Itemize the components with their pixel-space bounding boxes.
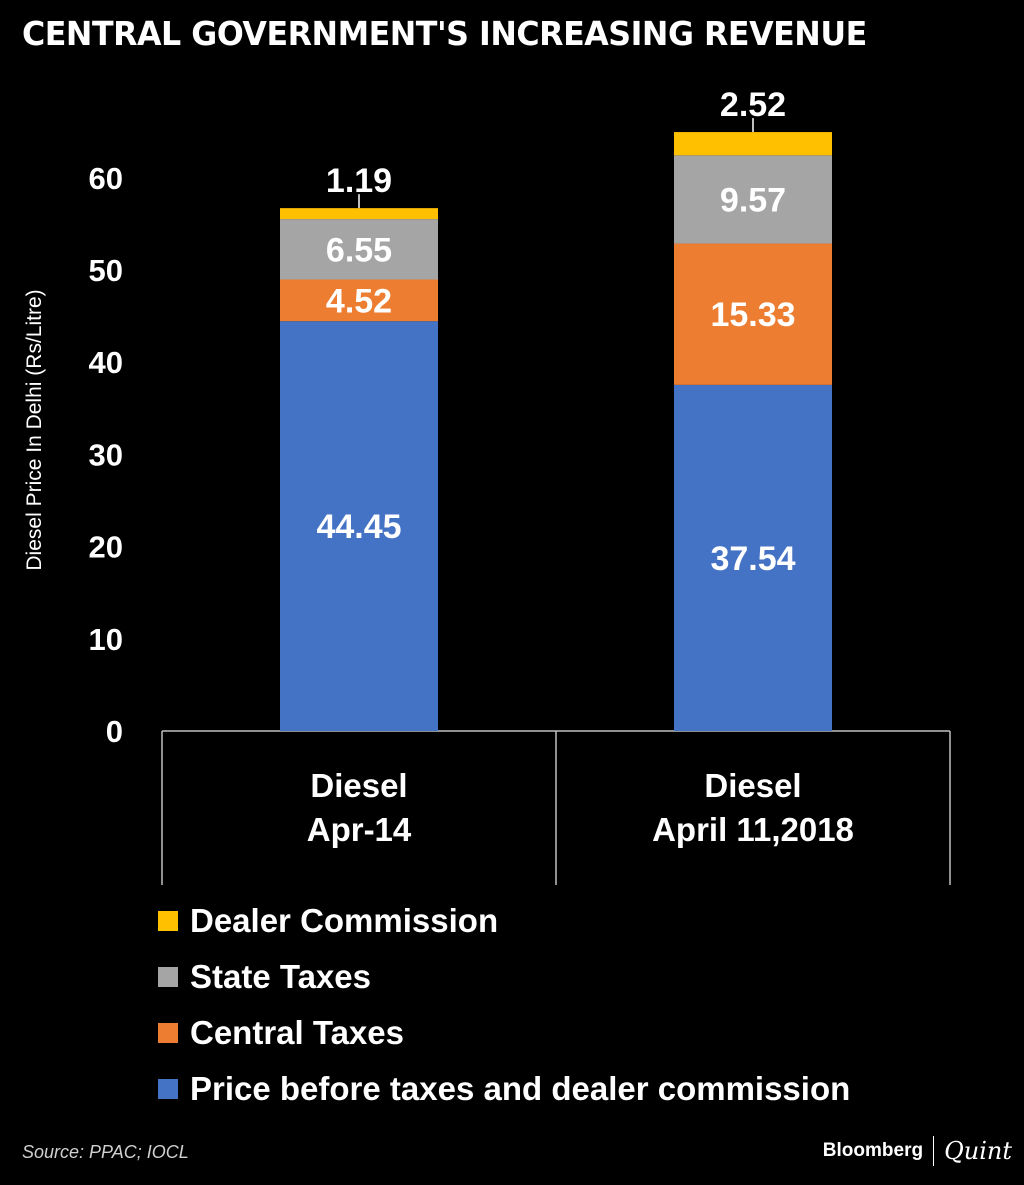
- y-tick-label: 50: [89, 253, 123, 288]
- y-tick-label: 40: [89, 345, 123, 380]
- source-note: Source: PPAC; IOCL: [22, 1142, 189, 1162]
- bar-segment: [674, 384, 832, 731]
- chart-title: CENTRAL GOVERNMENT'S INCREASING REVENUE: [22, 14, 867, 53]
- bar-segment: [280, 208, 438, 220]
- data-label: 6.55: [326, 231, 392, 269]
- legend-label: Price before taxes and dealer commission: [190, 1070, 851, 1107]
- bar-segment: [674, 132, 832, 156]
- brand-divider: [933, 1136, 935, 1166]
- data-label: 15.33: [710, 296, 795, 334]
- legend-item: Dealer Commission: [158, 893, 850, 949]
- legend-item: State Taxes: [158, 949, 850, 1005]
- x-category-label: Apr-14: [307, 811, 412, 848]
- legend-label: Dealer Commission: [190, 902, 499, 939]
- legend-swatch: [158, 911, 178, 931]
- legend-swatch: [158, 967, 178, 987]
- data-label: 44.45: [316, 508, 401, 546]
- x-category-label: April 11,2018: [652, 811, 854, 848]
- y-tick-label: 0: [106, 714, 123, 749]
- legend-swatch: [158, 1079, 178, 1099]
- x-category-label: Diesel: [704, 767, 801, 804]
- brand-logo: Bloomberg Quint: [823, 1136, 1012, 1166]
- brand-bloomberg: Bloomberg: [822, 1140, 924, 1161]
- legend-item: Central Taxes: [158, 1005, 850, 1061]
- data-label: 4.52: [326, 282, 392, 320]
- data-label: 37.54: [710, 540, 795, 578]
- data-label: 2.52: [720, 86, 786, 124]
- x-category-label: Diesel: [310, 767, 407, 804]
- bar-segment: [280, 219, 438, 280]
- stacked-bar-chart: 0 10 20 30 40 50 60 44.45 4.52 6.55 1.19 Diesel Apr-…: [89, 86, 951, 885]
- y-tick-label: 60: [89, 161, 123, 196]
- data-label: 9.57: [720, 181, 786, 219]
- bar-segment: [280, 279, 438, 322]
- y-tick-label: 10: [89, 622, 123, 657]
- y-tick-label: 20: [89, 530, 123, 565]
- legend-label: State Taxes: [190, 958, 371, 995]
- bar-segment: [280, 321, 438, 731]
- legend: Dealer Commission State Taxes Central Taxe…: [158, 893, 850, 1117]
- bar-segment: [674, 155, 832, 244]
- brand-quint: Quint: [944, 1137, 1012, 1165]
- y-tick-label: 30: [89, 437, 123, 472]
- bar-segment: [674, 243, 832, 385]
- legend-label: Central Taxes: [190, 1014, 404, 1051]
- legend-item: Price before taxes and dealer commission: [158, 1061, 850, 1117]
- data-label: 1.19: [326, 162, 392, 200]
- legend-swatch: [158, 1023, 178, 1043]
